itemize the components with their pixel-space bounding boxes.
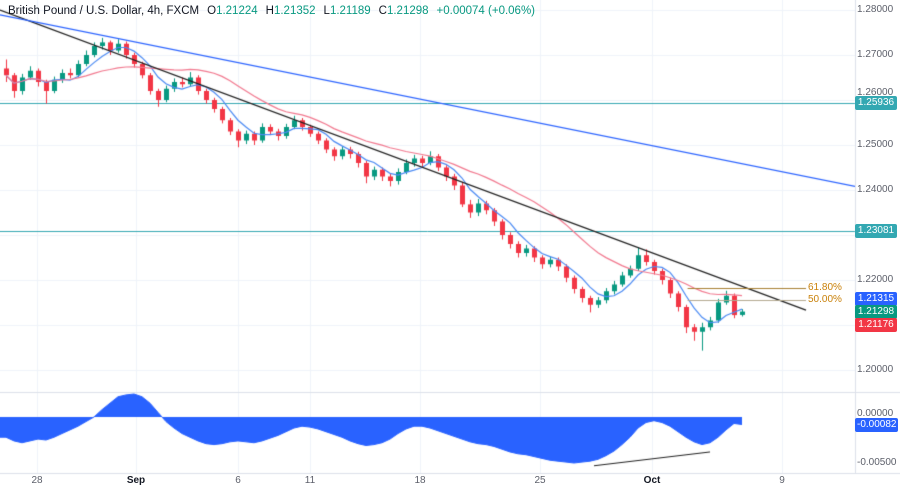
time-label: 25 <box>534 475 546 486</box>
time-label: 11 <box>304 475 316 486</box>
ohlc-open-value: 1.21224 <box>216 5 258 17</box>
price-badge-line-lower[interactable]: 1.23081 <box>855 224 897 238</box>
price-tick: 1.25000 <box>857 138 894 150</box>
time-label: 18 <box>414 475 426 486</box>
price-badge-red[interactable]: 1.21176 <box>855 318 897 332</box>
time-label: 28 <box>31 475 43 486</box>
ohlc-open-label: O <box>207 5 217 17</box>
time-label: Sep <box>126 475 146 486</box>
price-tick: 1.22000 <box>857 273 894 285</box>
price-tick: 1.28000 <box>857 3 894 15</box>
chart-legend: British Pound / U.S. Dollar, 4h, FXCM O1.… <box>8 5 535 17</box>
time-label: 9 <box>779 475 785 486</box>
price-axis[interactable]: 1.28000 1.27000 1.26000 1.25000 1.24000 1.220… <box>855 0 900 473</box>
indicator-tick: -0.00500 <box>857 457 897 468</box>
price-tick: 1.24000 <box>857 183 894 195</box>
ohlc-high-value: 1.21352 <box>273 5 316 17</box>
indicator-value-badge: -0.00082 <box>855 417 899 432</box>
price-badge-line-upper[interactable]: 1.25936 <box>855 96 897 110</box>
ohlc-low-value: 1.21189 <box>329 5 371 17</box>
time-label: 6 <box>235 475 241 486</box>
ohlc-low-label: L <box>323 5 330 17</box>
symbol-title[interactable]: British Pound / U.S. Dollar, 4h, FXCM <box>8 5 200 17</box>
ohlc-change: +0.00074 (+0.06%) <box>436 5 536 17</box>
indicator-tick: 0.00000 <box>857 408 894 419</box>
ohlc-high-label: H <box>265 5 274 17</box>
price-tick: 1.26000 <box>857 86 894 98</box>
time-axis[interactable]: 28 Sep 6 11 18 25 Oct 9 <box>0 474 900 489</box>
ohlc-close-label: C <box>378 5 387 17</box>
price-badge-current: 1.21298 <box>855 305 897 319</box>
price-tick: 1.27000 <box>857 48 894 60</box>
ohlc-close-value: 1.21298 <box>386 5 429 17</box>
time-label: Oct <box>643 475 661 486</box>
price-badge-blue[interactable]: 1.21315 <box>855 292 897 306</box>
price-tick: 1.20000 <box>857 363 894 375</box>
